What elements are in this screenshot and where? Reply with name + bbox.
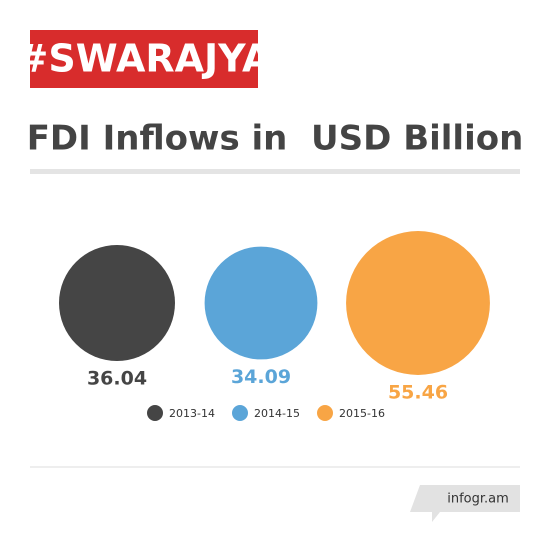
value-label: 34.09	[231, 366, 291, 388]
footer-text: infogr.am	[447, 492, 509, 507]
legend-swatch	[232, 405, 248, 421]
legend-swatch	[317, 405, 333, 421]
legend-label: 2015-16	[339, 407, 385, 420]
title-rule	[30, 169, 520, 174]
value-label: 36.04	[87, 367, 147, 389]
value-label: 55.46	[388, 381, 448, 403]
legend-swatch	[147, 405, 163, 421]
chart-title: FDI Inflows in USD Billion	[27, 119, 524, 159]
footer-badge	[410, 485, 520, 522]
legend-label: 2013-14	[169, 407, 215, 420]
legend-label: 2014-15	[254, 407, 300, 420]
bubble	[346, 231, 490, 375]
bubble	[59, 245, 175, 361]
brand-box	[30, 30, 258, 88]
bubble	[204, 246, 318, 360]
brand: #SWARAJYA	[17, 37, 273, 81]
